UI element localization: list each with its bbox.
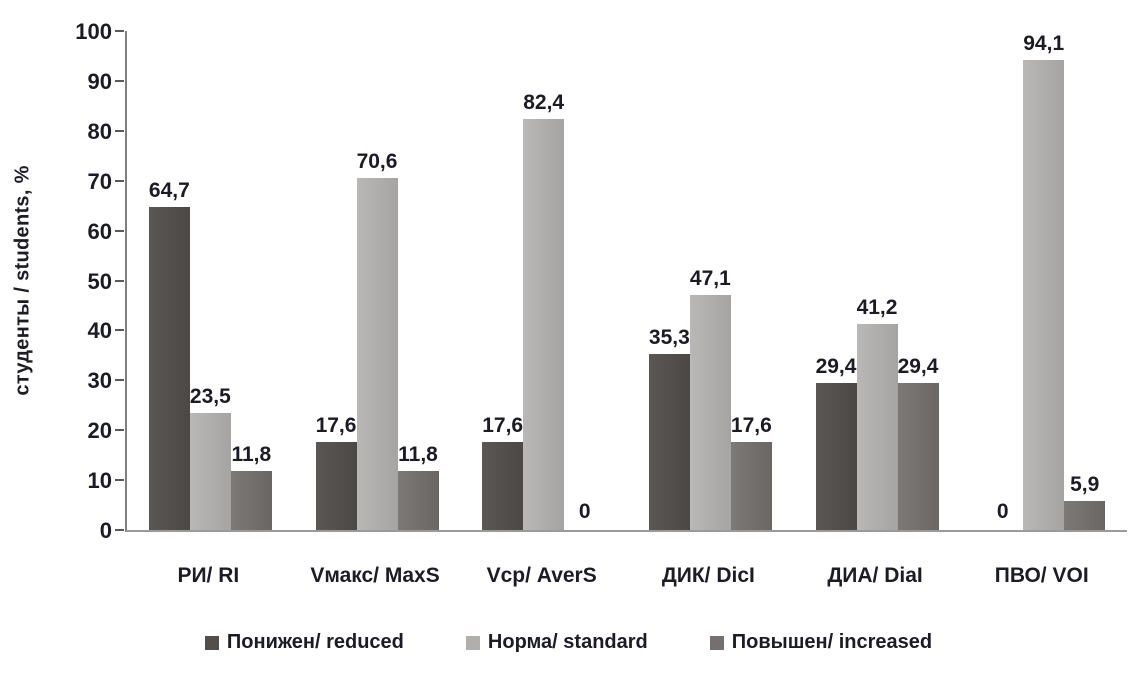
x-axis-label-3: Vср/ AverS [486, 564, 597, 587]
y-tick-mark [115, 179, 124, 182]
legend-item-1: Понижен/ reduced [204, 631, 404, 654]
plot-area: 64,7 23,5 11,8 17,6 70,6 11,8 17,6 82,4 0 35,3 47,… [125, 31, 1127, 532]
bar-series3-cat1: 11,8 [230, 444, 272, 530]
bar-series2-cat2: 70,6 [356, 151, 398, 530]
y-tick-mark [115, 129, 124, 132]
bar-series2-cat3: 82,4 [523, 92, 565, 530]
legend-swatch-icon [709, 635, 724, 650]
value-label: 70,6 [356, 149, 398, 173]
value-label: 94,1 [1023, 32, 1065, 56]
bar-series1-cat4: 35,3 [648, 327, 690, 530]
y-tick-label: 70 [87, 168, 112, 194]
y-tick-label: 30 [87, 368, 112, 394]
legend-swatch-icon [204, 635, 219, 650]
value-label: 5,9 [1070, 472, 1100, 496]
bar-group-2: 17,6 70,6 11,8 [294, 31, 461, 530]
x-axis-label-5: ДИА/ DiaI [827, 564, 923, 587]
y-tick-label: 100 [75, 19, 112, 44]
legend-label: Понижен/ reduced [226, 631, 404, 653]
y-axis-title: студенты / students, % [11, 165, 34, 396]
value-label: 29,4 [815, 355, 857, 379]
bar-series1-cat3: 17,6 [482, 415, 524, 530]
y-tick-label: 60 [87, 218, 112, 244]
value-label: 82,4 [523, 90, 565, 114]
legend: Понижен/ reduced Норма/ standard Повышен/ … [0, 631, 1137, 654]
y-tick-mark [115, 329, 124, 332]
value-label: 41,2 [856, 296, 898, 320]
bar-group-6: 0 94,1 5,9 [960, 31, 1127, 530]
y-axis-title-wrap: студенты / students, % [0, 31, 46, 530]
bar-series1-cat2: 17,6 [315, 415, 357, 530]
value-label: 11,8 [398, 443, 438, 467]
value-label: 0 [996, 500, 1009, 523]
value-label: 0 [578, 500, 591, 523]
y-tick-label: 90 [87, 68, 112, 94]
value-label: 64,7 [148, 179, 190, 203]
x-axis-label-4: ДИК/ DicI [661, 564, 755, 587]
x-axis-label-2: Vмакс/ MaxS [310, 564, 440, 587]
y-tick-label: 50 [87, 268, 112, 294]
y-tick-mark [115, 529, 124, 531]
bar-series1-cat1: 64,7 [148, 180, 190, 530]
y-tick-label: 80 [87, 118, 112, 144]
value-label: 47,1 [689, 266, 731, 290]
y-tick-mark [115, 429, 124, 432]
x-axis-labels: РИ/ RI Vмакс/ MaxS Vср/ AverS ДИК/ DicI ДИА/… [125, 564, 1125, 588]
bar-group-5: 29,4 41,2 29,4 [794, 31, 961, 530]
legend-label: Норма/ standard [487, 631, 648, 653]
value-label: 17,6 [315, 414, 357, 438]
legend-label: Повышен/ increased [731, 631, 933, 653]
value-label: 17,6 [730, 414, 772, 438]
legend-item-3: Повышен/ increased [709, 631, 933, 654]
x-axis-label-6: ПВО/ VOI [994, 564, 1089, 587]
y-tick-mark [115, 479, 124, 482]
y-tick-label: 10 [87, 468, 112, 494]
bar-series3-cat2: 11,8 [397, 444, 439, 530]
bar-group-4: 35,3 47,1 17,6 [627, 31, 794, 530]
y-tick-label: 0 [99, 518, 112, 543]
bar-group-3: 17,6 82,4 0 [460, 31, 627, 530]
x-axis-label-1: РИ/ RI [177, 564, 240, 587]
y-tick-mark [115, 30, 124, 32]
y-tick-label: 20 [87, 418, 112, 444]
bar-series2-cat4: 47,1 [689, 268, 731, 530]
value-label: 11,8 [231, 443, 272, 467]
bar-series1-cat5: 29,4 [815, 356, 857, 530]
bar-series2-cat5: 41,2 [856, 297, 898, 530]
y-tick-mark [115, 279, 124, 282]
legend-item-2: Норма/ standard [465, 631, 648, 654]
y-tick-label: 40 [87, 318, 112, 344]
value-label: 23,5 [189, 384, 231, 408]
y-tick-mark [115, 379, 124, 382]
y-tick-mark [115, 229, 124, 232]
bar-series3-cat6: 5,9 [1064, 474, 1106, 530]
y-tick-mark [115, 79, 124, 82]
bar-series3-cat4: 17,6 [730, 415, 772, 530]
bar-group-1: 64,7 23,5 11,8 [127, 31, 294, 530]
bar-series2-cat1: 23,5 [189, 386, 231, 530]
legend-swatch-icon [465, 635, 480, 650]
value-label: 35,3 [648, 325, 690, 349]
bar-series3-cat5: 29,4 [897, 356, 939, 530]
value-label: 29,4 [897, 355, 939, 379]
bar-series2-cat6: 94,1 [1023, 33, 1065, 530]
value-label: 17,6 [482, 414, 524, 438]
